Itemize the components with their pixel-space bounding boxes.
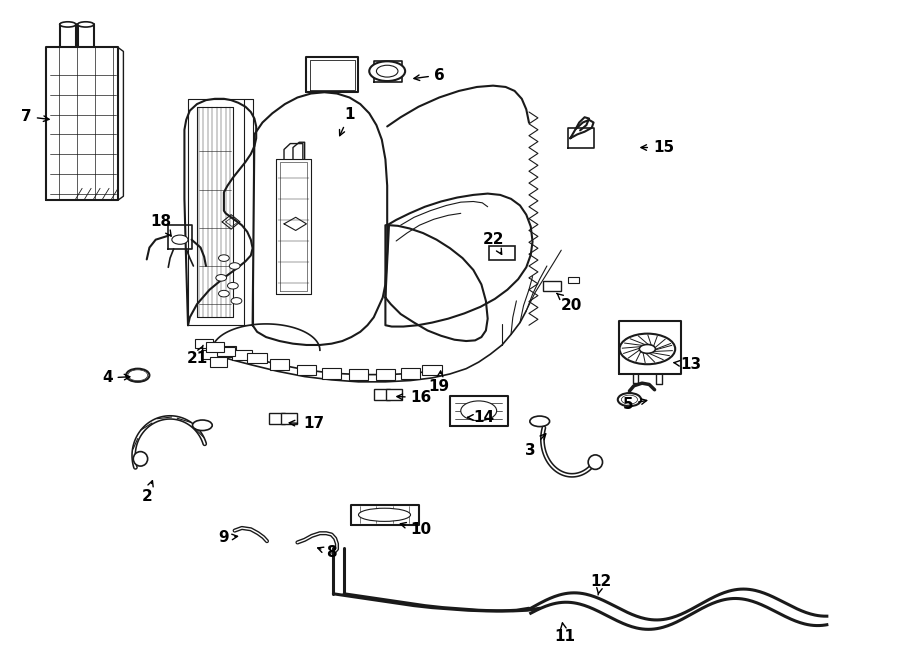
Text: 10: 10 [400,522,432,537]
FancyBboxPatch shape [348,369,368,380]
Text: 7: 7 [22,109,50,124]
Ellipse shape [376,65,398,77]
FancyBboxPatch shape [374,389,390,400]
Text: 5: 5 [622,397,647,412]
FancyBboxPatch shape [569,276,580,283]
FancyBboxPatch shape [201,350,219,359]
Text: 6: 6 [414,67,445,83]
Ellipse shape [130,371,146,379]
Ellipse shape [624,397,634,403]
Text: 13: 13 [674,357,701,372]
FancyBboxPatch shape [282,413,298,424]
FancyBboxPatch shape [375,369,395,380]
FancyBboxPatch shape [195,339,213,348]
Ellipse shape [589,455,602,469]
Text: 22: 22 [482,232,504,254]
Text: 3: 3 [526,434,545,458]
Ellipse shape [639,344,655,354]
FancyBboxPatch shape [422,365,442,375]
Ellipse shape [126,369,149,382]
Ellipse shape [461,401,497,420]
Ellipse shape [133,451,148,466]
FancyBboxPatch shape [210,358,228,367]
Text: 17: 17 [289,416,324,432]
Ellipse shape [228,282,238,289]
Text: 19: 19 [428,371,450,394]
FancyBboxPatch shape [216,346,236,357]
Text: 15: 15 [641,140,674,155]
Ellipse shape [617,393,641,407]
Text: 4: 4 [102,370,130,385]
Ellipse shape [132,372,143,378]
Ellipse shape [172,235,188,245]
FancyBboxPatch shape [206,342,224,352]
Ellipse shape [59,22,76,27]
Ellipse shape [219,254,230,261]
Text: 16: 16 [397,390,432,405]
FancyBboxPatch shape [400,368,420,379]
Ellipse shape [358,508,410,522]
Text: 11: 11 [554,623,575,644]
Ellipse shape [621,395,637,404]
FancyBboxPatch shape [269,413,285,424]
Ellipse shape [219,290,230,297]
FancyBboxPatch shape [386,389,402,400]
FancyBboxPatch shape [544,281,562,291]
Text: 1: 1 [339,107,355,136]
FancyBboxPatch shape [297,365,316,375]
Ellipse shape [231,297,242,304]
FancyBboxPatch shape [270,360,290,370]
Ellipse shape [216,274,227,281]
Text: 14: 14 [467,410,495,425]
Text: 21: 21 [186,345,208,366]
Ellipse shape [530,416,550,426]
FancyBboxPatch shape [321,368,341,379]
Ellipse shape [369,61,405,81]
Text: 18: 18 [150,214,172,236]
Ellipse shape [128,369,148,381]
Text: 12: 12 [590,574,611,595]
Ellipse shape [77,22,94,27]
Text: 8: 8 [318,545,337,561]
Text: 2: 2 [141,481,153,504]
FancyBboxPatch shape [248,353,267,364]
Text: 20: 20 [557,293,581,313]
Ellipse shape [230,262,240,269]
Ellipse shape [619,334,675,364]
FancyBboxPatch shape [489,246,516,260]
FancyBboxPatch shape [217,347,235,356]
Ellipse shape [193,420,212,430]
Text: 9: 9 [219,530,238,545]
FancyBboxPatch shape [232,350,252,360]
